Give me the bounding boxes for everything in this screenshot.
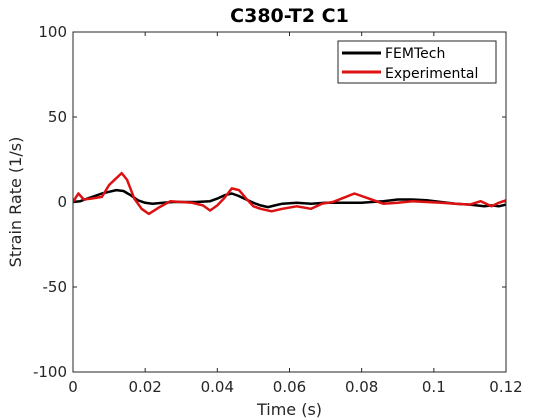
legend-box [337, 40, 497, 84]
x-tick-label: 0.12 [489, 378, 522, 396]
y-tick-label: 0 [57, 193, 67, 211]
legend-label-experimental: Experimental [385, 66, 478, 82]
y-axis-label: Strain Rate (1/s) [6, 137, 25, 268]
series-lines [73, 171, 506, 216]
y-tick-label: -100 [33, 363, 67, 381]
x-axis-label: Time (s) [256, 400, 322, 419]
legend-label-femtech: FEMTech [385, 46, 445, 62]
x-tick-label: 0.02 [128, 378, 161, 396]
x-tick-label: 0.1 [422, 378, 446, 396]
chart-title: C380-T2 C1 [230, 5, 349, 27]
y-tick-label: -50 [43, 278, 68, 296]
y-tick-label: 100 [38, 23, 67, 41]
y-tick-labels: 100 50 0 -50 -100 [33, 23, 67, 381]
x-tick-labels: 0 0.02 0.04 0.06 0.08 0.1 0.12 [68, 378, 522, 396]
x-tick-label: 0.04 [201, 378, 234, 396]
x-tick-label: 0.08 [345, 378, 378, 396]
x-tick-label: 0 [68, 378, 78, 396]
legend: FEMTech Experimental [337, 40, 497, 84]
x-tick-label: 0.06 [273, 378, 306, 396]
axes-box [72, 31, 507, 373]
series-line-experimental [73, 171, 506, 216]
y-tick-label: 50 [48, 108, 67, 126]
